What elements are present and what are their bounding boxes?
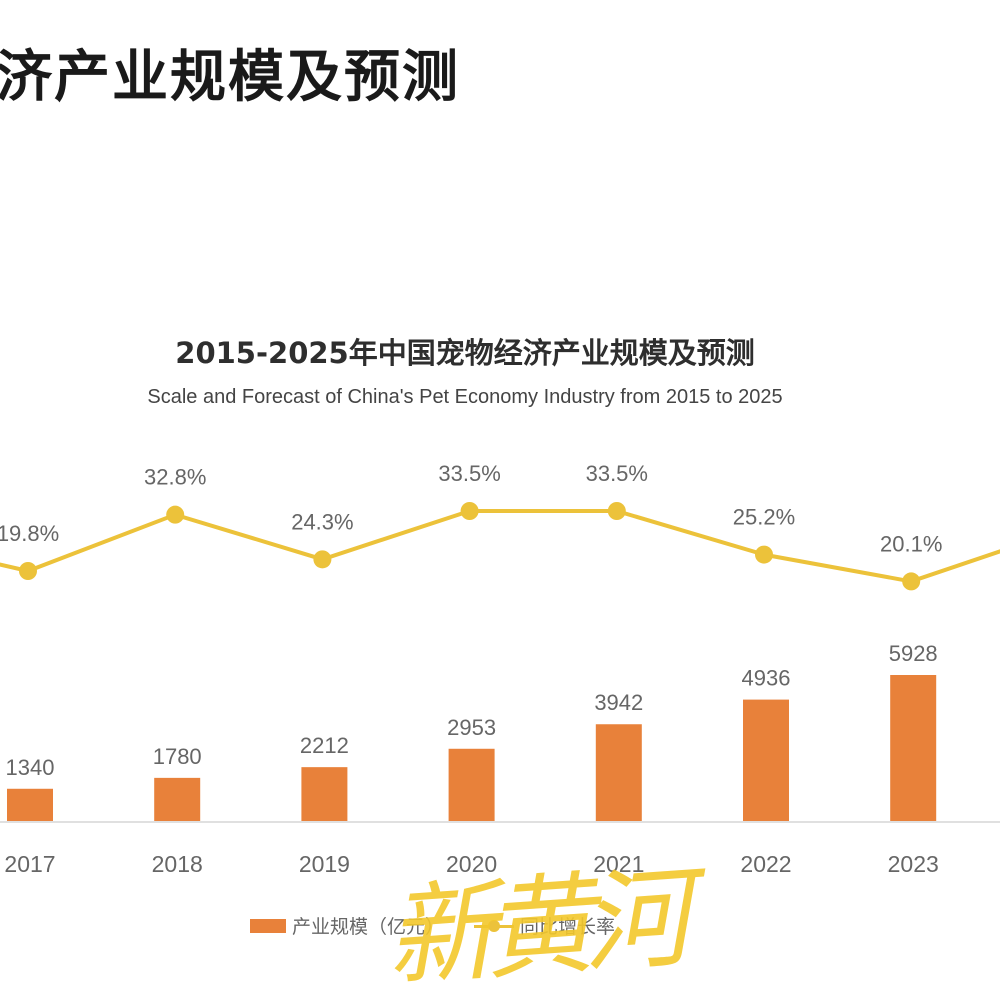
- x-tick-label: 2023: [888, 851, 939, 877]
- bar: [448, 748, 495, 822]
- x-tick-label: 2022: [740, 851, 791, 877]
- bar-value-label: 3942: [594, 690, 643, 715]
- bar: [595, 724, 642, 822]
- x-tick-label: 2020: [446, 851, 497, 877]
- x-tick-label: 2018: [152, 851, 203, 877]
- legend-line-swatch: [474, 919, 515, 933]
- bar-value-label: 4936: [742, 666, 791, 691]
- chart-title: 2015-2025年中国宠物经济产业规模及预测: [175, 336, 755, 370]
- line-point: [313, 550, 332, 569]
- x-tick-label: 2021: [593, 851, 644, 877]
- line-point: [607, 502, 626, 520]
- bar: [890, 675, 937, 822]
- line-point: [19, 562, 37, 580]
- legend: 产业规模（亿元） 同比增长率: [250, 912, 615, 939]
- line-point: [166, 505, 185, 524]
- line-value-label: 20.1%: [880, 531, 942, 556]
- bar: [7, 788, 53, 822]
- x-tick-label: 2017: [4, 851, 55, 877]
- line-value-label: 25.2%: [733, 505, 795, 530]
- chart-subtitle: Scale and Forecast of China's Pet Econom…: [147, 386, 783, 408]
- bar: [154, 777, 201, 822]
- line-point: [460, 502, 479, 520]
- bar: [301, 767, 348, 822]
- line-point: [755, 545, 773, 564]
- line-series: 19.8% 32.8% 24.3% 33.5% 33.5% 25.2% 20.1%: [0, 461, 1000, 591]
- line-value-label: 19.8%: [0, 521, 59, 546]
- bar: [743, 699, 789, 822]
- line-point: [902, 572, 921, 591]
- bar-value-label: 1340: [6, 755, 55, 780]
- line-value-label: 33.5%: [586, 461, 648, 486]
- bar-series: 1340 1780 2212 2953 3942 4936 5928: [6, 641, 938, 822]
- legend-bar-swatch: [250, 918, 286, 933]
- x-axis: 2017 2018 2019 2020 2021 2022 2023: [0, 821, 1000, 877]
- legend-line-label: 同比增长率: [520, 916, 616, 938]
- line-value-label: 24.3%: [291, 509, 353, 534]
- legend-bar-label: 产业规模（亿元）: [292, 916, 445, 938]
- line-value-label: 33.5%: [438, 461, 500, 486]
- bar-value-label: 2212: [300, 733, 349, 758]
- bar-value-label: 1780: [153, 744, 202, 769]
- bar-value-label: 2953: [447, 715, 496, 740]
- x-tick-label: 2019: [299, 851, 350, 877]
- bar-value-label: 5928: [889, 641, 938, 666]
- line-value-label: 32.8%: [144, 465, 206, 490]
- growth-line: [0, 509, 1000, 584]
- page-heading: 济产业规模及预测: [0, 45, 460, 110]
